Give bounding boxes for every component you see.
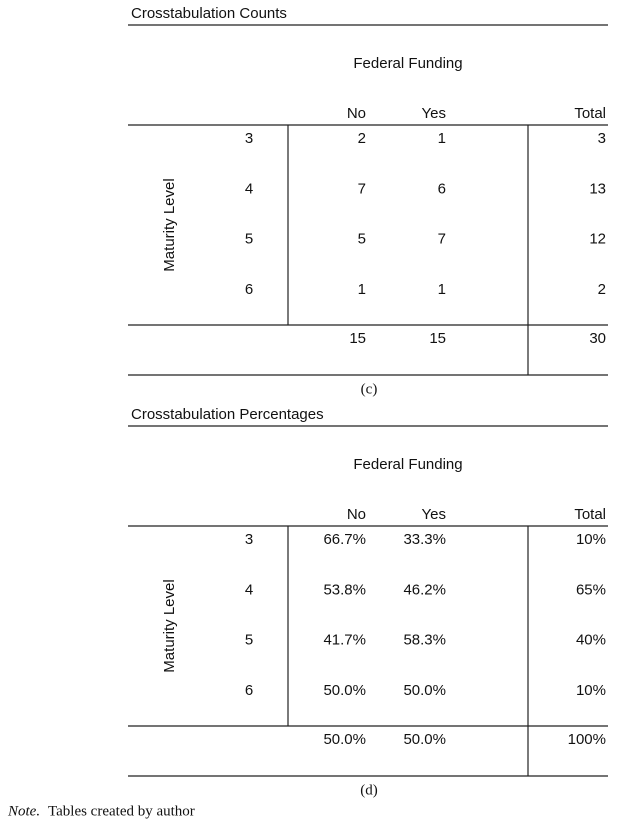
- cell: 40%: [576, 632, 606, 649]
- caption: (c): [361, 381, 378, 397]
- cell: 1: [438, 130, 446, 147]
- cell: 10%: [576, 531, 606, 548]
- column-header: No: [347, 506, 366, 523]
- cell: 65%: [576, 581, 606, 598]
- row-label: 5: [245, 231, 253, 248]
- cell: 53.8%: [323, 581, 366, 598]
- row-label: 4: [245, 581, 253, 598]
- total-cell: 30: [589, 330, 606, 347]
- total-cell: 50.0%: [403, 731, 446, 748]
- cell: 1: [438, 281, 446, 298]
- cell: 66.7%: [323, 531, 366, 548]
- cell: 10%: [576, 682, 606, 699]
- caption: (d): [360, 782, 378, 798]
- cell: 50.0%: [403, 682, 446, 699]
- row-label: 5: [245, 632, 253, 649]
- row-label: 4: [245, 180, 253, 197]
- column-group: Federal Funding: [353, 55, 462, 72]
- total-cell: 100%: [568, 731, 606, 748]
- cell: 7: [358, 180, 366, 197]
- cell: 41.7%: [323, 632, 366, 649]
- total-cell: 15: [429, 330, 446, 347]
- table-title: Crosstabulation Counts: [131, 5, 287, 22]
- total-cell: 50.0%: [323, 731, 366, 748]
- column-group: Federal Funding: [353, 456, 462, 473]
- cell: 46.2%: [403, 581, 446, 598]
- cell: 12: [589, 231, 606, 248]
- cell: 7: [438, 231, 446, 248]
- row-label: 3: [245, 531, 253, 548]
- note-label: Note.: [7, 803, 40, 819]
- cell: 3: [598, 130, 606, 147]
- total-cell: 15: [349, 330, 366, 347]
- cell: 58.3%: [403, 632, 446, 649]
- column-header: Yes: [422, 506, 446, 523]
- cell: 6: [438, 180, 446, 197]
- cell: 33.3%: [403, 531, 446, 548]
- column-header: Total: [574, 105, 606, 122]
- row-label: 6: [245, 682, 253, 699]
- cell: 1: [358, 281, 366, 298]
- note-text: Tables created by author: [48, 803, 195, 819]
- cell: 13: [589, 180, 606, 197]
- column-header: Total: [574, 506, 606, 523]
- cell: 2: [598, 281, 606, 298]
- row-group: Maturity Level: [161, 178, 178, 271]
- row-label: 6: [245, 281, 253, 298]
- row-group: Maturity Level: [161, 579, 178, 672]
- cell: 5: [358, 231, 366, 248]
- column-header: No: [347, 105, 366, 122]
- table-title: Crosstabulation Percentages: [131, 406, 324, 423]
- row-label: 3: [245, 130, 253, 147]
- cell: 2: [358, 130, 366, 147]
- column-header: Yes: [422, 105, 446, 122]
- cell: 50.0%: [323, 682, 366, 699]
